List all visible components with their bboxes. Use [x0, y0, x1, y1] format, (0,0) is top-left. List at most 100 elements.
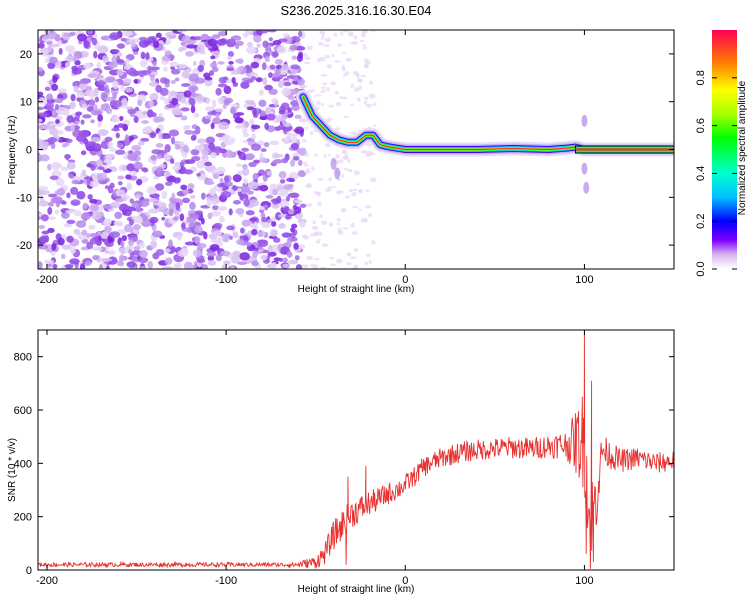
noise-blob — [38, 106, 44, 111]
noise-blob — [292, 156, 300, 161]
noise-blob — [250, 61, 260, 69]
noise-blob — [116, 43, 126, 49]
noise-blob — [288, 259, 299, 265]
noise-blob — [252, 250, 258, 258]
noise-blob — [164, 98, 170, 106]
noise-blob — [89, 198, 98, 204]
noise-blob — [104, 136, 113, 142]
noise-blob — [124, 134, 130, 143]
noise-blob — [38, 91, 44, 97]
noise-blob — [272, 153, 284, 158]
noise-blob — [215, 253, 222, 262]
noise-blob — [257, 108, 262, 114]
spectrogram-xtick-label: -100 — [215, 274, 237, 286]
noise-blob — [271, 221, 277, 227]
noise-blob — [347, 159, 351, 163]
noise-blob — [226, 225, 235, 231]
noise-blob — [326, 117, 333, 121]
noise-blob — [190, 148, 200, 156]
noise-blob — [228, 208, 233, 216]
noise-blob — [282, 257, 288, 263]
noise-blob — [38, 66, 44, 72]
noise-blob — [330, 81, 336, 86]
snr-x-axis: -200 -100 0 100 — [36, 330, 594, 587]
noise-blob — [206, 115, 212, 120]
noise-blob — [49, 127, 59, 136]
noise-blob — [290, 133, 299, 137]
noise-blob — [270, 229, 278, 237]
noise-blob — [336, 222, 341, 226]
noise-blob — [38, 118, 43, 123]
noise-blob — [115, 132, 120, 139]
noise-blob — [170, 136, 176, 145]
noise-blob — [83, 138, 89, 145]
noise-blob — [279, 179, 286, 184]
noise-blob — [49, 43, 60, 48]
noise-blob — [340, 30, 344, 36]
noise-blob — [215, 166, 226, 175]
snr-y-label: SNR (10 * v/v) — [7, 438, 18, 502]
noise-blob — [232, 231, 239, 238]
noise-blob — [291, 136, 298, 144]
noise-blob — [93, 87, 99, 97]
noise-blob — [65, 209, 74, 214]
noise-blob — [251, 124, 261, 130]
noise-blob — [151, 149, 162, 155]
noise-blob — [143, 198, 150, 203]
noise-blob — [275, 64, 282, 69]
noise-blob — [109, 147, 116, 152]
noise-blob — [48, 193, 58, 198]
noise-blob — [344, 153, 348, 159]
noise-blob — [83, 62, 92, 70]
noise-blob — [218, 121, 230, 130]
noise-blob — [150, 240, 158, 249]
noise-blob — [311, 225, 319, 231]
noise-blob — [247, 181, 259, 190]
noise-blob — [302, 234, 307, 239]
noise-blob — [297, 79, 305, 86]
noise-blob — [228, 60, 234, 65]
noise-blob — [282, 122, 292, 128]
noise-blob — [147, 261, 154, 269]
snr-line — [38, 332, 674, 569]
noise-blob — [120, 37, 127, 42]
noise-blob — [210, 210, 221, 217]
noise-blob — [335, 258, 343, 264]
noise-blob — [123, 209, 132, 217]
spectrogram-noise — [38, 30, 377, 269]
noise-blob — [164, 181, 173, 187]
noise-blob — [270, 262, 277, 269]
noise-blob — [226, 67, 235, 71]
noise-blob — [126, 182, 133, 191]
noise-blob — [66, 138, 73, 143]
noise-blob — [195, 210, 204, 215]
noise-blob — [128, 239, 134, 247]
snr-ytick-label: 200 — [14, 512, 32, 524]
noise-blob — [319, 56, 326, 62]
noise-blob — [364, 261, 369, 266]
snr-xtick-label: 0 — [402, 575, 408, 587]
noise-blob — [85, 232, 91, 239]
noise-blob — [276, 46, 287, 54]
noise-blob — [328, 222, 334, 227]
noise-blob — [97, 45, 109, 54]
noise-blob — [146, 186, 157, 195]
noise-blob — [64, 45, 76, 52]
noise-blob — [138, 249, 148, 258]
noise-blob — [87, 73, 98, 79]
snr-ytick-label: 600 — [14, 405, 32, 417]
noise-blob — [140, 137, 150, 142]
noise-blob — [104, 225, 112, 233]
noise-blob — [89, 237, 100, 245]
noise-blob — [84, 89, 95, 97]
noise-blob — [92, 254, 100, 261]
noise-blob — [100, 231, 109, 240]
noise-blob — [227, 55, 232, 60]
noise-blob — [323, 43, 331, 48]
noise-blob — [260, 212, 266, 219]
noise-blob — [363, 58, 369, 62]
noise-blob — [96, 61, 101, 70]
noise-blob — [117, 175, 125, 180]
noise-blob — [278, 257, 283, 262]
noise-blob — [156, 167, 164, 175]
